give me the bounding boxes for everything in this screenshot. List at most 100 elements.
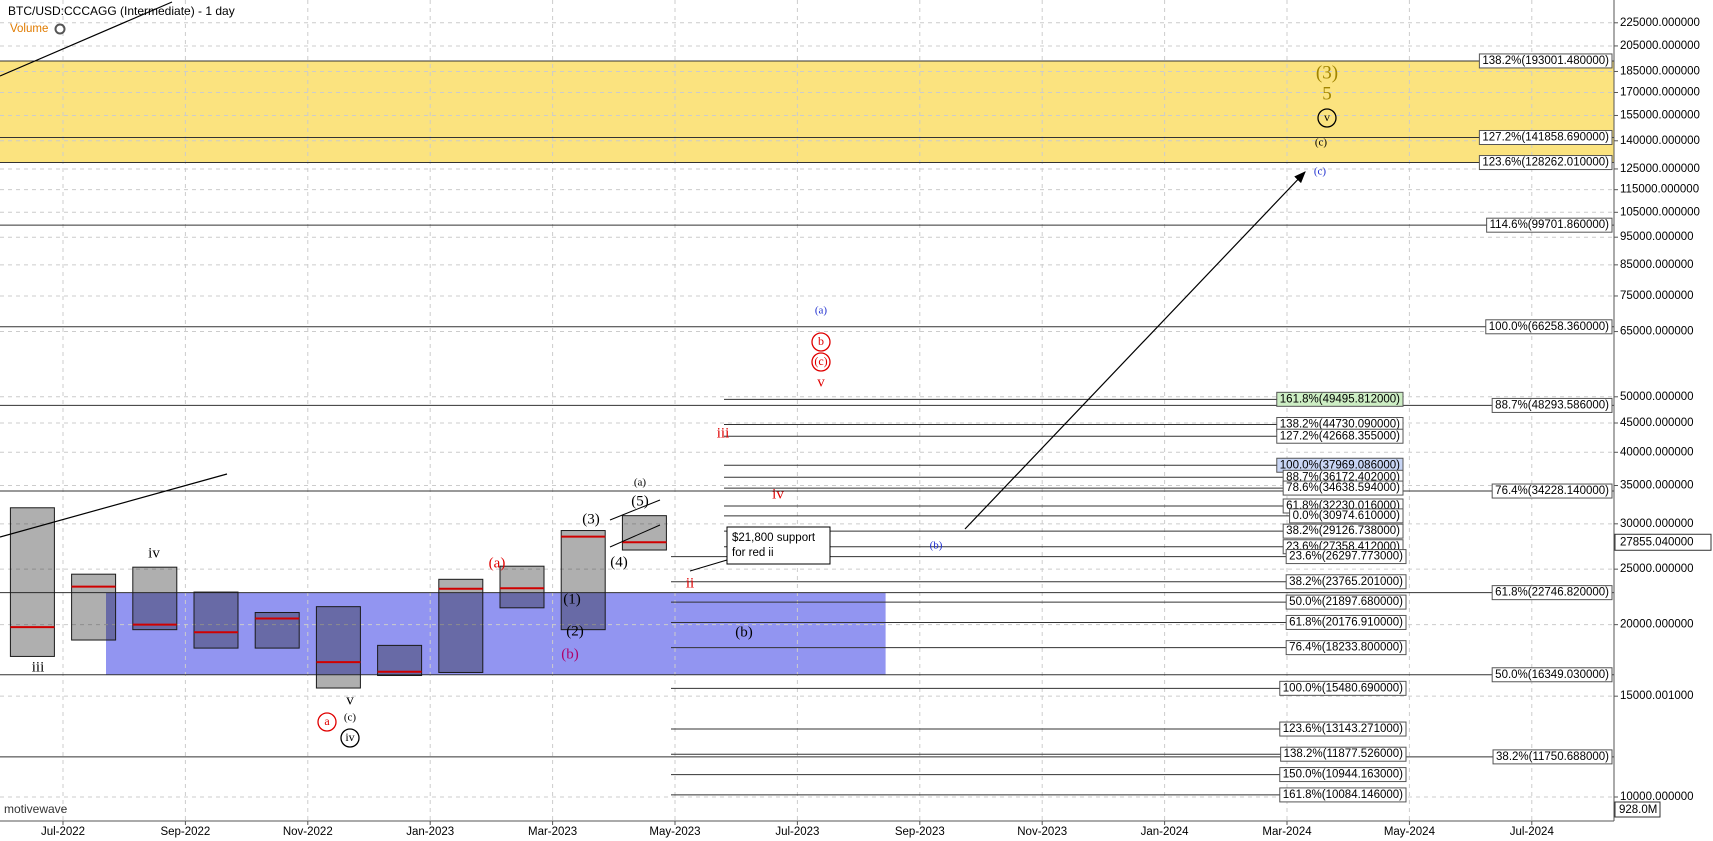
y-tick-label: 185000.000000 xyxy=(1620,65,1700,77)
wave-label: (b) xyxy=(561,646,579,662)
fib-label: 88.7%(36172.402000) xyxy=(1286,471,1400,483)
x-tick-label: Sep-2022 xyxy=(160,826,210,838)
x-tick-label: Jan-2023 xyxy=(406,826,454,838)
fib-label: 50.0%(21897.680000) xyxy=(1289,596,1403,608)
fib-label: 127.2%(141858.690000) xyxy=(1482,132,1609,144)
fib-label: 76.4%(18233.800000) xyxy=(1289,642,1403,654)
fib-label: 61.8%(20176.910000) xyxy=(1289,616,1403,628)
wave-label: (1) xyxy=(563,591,581,607)
axis-panel xyxy=(1614,0,1713,841)
y-tick-label: 225000.000000 xyxy=(1620,17,1700,29)
price-range xyxy=(499,565,545,609)
wave-label: v xyxy=(346,692,354,708)
y-tick-label: 35000.000000 xyxy=(1620,480,1694,492)
y-tick-label: 10000.000000 xyxy=(1620,791,1694,803)
fib-label: 123.6%(13143.271000) xyxy=(1283,723,1403,735)
x-tick-label: Nov-2022 xyxy=(283,826,333,838)
fib-label-box xyxy=(1279,680,1407,696)
y-tick-label: 155000.000000 xyxy=(1620,109,1700,121)
support-zone xyxy=(106,592,886,675)
fib-label-box xyxy=(1282,523,1404,539)
fib-label-box xyxy=(1491,483,1613,499)
fib-label-box xyxy=(1285,614,1407,630)
fib-label: 123.6%(128262.010000) xyxy=(1482,157,1609,169)
y-tick-label: 170000.000000 xyxy=(1620,87,1700,99)
x-tick-label: May-2023 xyxy=(649,826,700,838)
y-tick-label: 40000.000000 xyxy=(1620,446,1694,458)
projection-arrow xyxy=(964,171,1306,530)
wave-label: (c) xyxy=(1314,166,1327,178)
fib-label: 23.6%(26297.773000) xyxy=(1289,551,1403,563)
wave-circle xyxy=(811,352,831,372)
y-tick-label: 20000.000000 xyxy=(1620,619,1694,631)
fib-label-box xyxy=(1478,129,1613,145)
x-tick-label: Sep-2023 xyxy=(895,826,945,838)
wave-label: (2) xyxy=(566,623,584,639)
fib-label: 50.0%(16349.030000) xyxy=(1495,669,1609,681)
price-range xyxy=(193,591,239,649)
fib-label-box xyxy=(1486,217,1613,233)
fib-label: 100.0%(15480.690000) xyxy=(1283,682,1403,694)
chart-title: BTC/USD:CCCAGG (Intermediate) - 1 day xyxy=(8,4,235,18)
x-tick-label: Jul-2024 xyxy=(1510,826,1555,838)
trendline xyxy=(609,524,661,548)
wave-label: (3) xyxy=(1316,62,1338,83)
x-tick-label: Jan-2024 xyxy=(1141,826,1190,838)
fib-label: 38.2%(29126.738000) xyxy=(1286,525,1400,537)
x-tick-label: Mar-2024 xyxy=(1262,826,1312,838)
support-note: $21,800 support xyxy=(732,532,816,544)
fib-label: 38.2%(11750.688000) xyxy=(1496,751,1609,763)
price-range xyxy=(9,507,55,657)
wave-label: iii xyxy=(717,425,730,441)
fib-label-box xyxy=(1279,767,1407,783)
y-tick-label: 65000.000000 xyxy=(1620,326,1694,338)
y-tick-label: 15000.001000 xyxy=(1620,690,1694,702)
fib-label: 127.2%(42668.355000) xyxy=(1280,430,1400,442)
fib-label-box xyxy=(1276,428,1404,444)
y-tick-label: 50000.000000 xyxy=(1620,391,1694,403)
fib-label: 78.6%(34638.594000) xyxy=(1286,482,1400,494)
wave-label: (c) xyxy=(1315,137,1328,149)
fib-label: 88.7%(48293.586000) xyxy=(1495,399,1609,411)
wave-label: v xyxy=(817,374,825,390)
fib-label-box xyxy=(1492,749,1613,765)
support-note-box xyxy=(726,526,831,565)
wave-label: iv xyxy=(148,545,160,561)
last-price-label: 27855.040000 xyxy=(1620,536,1694,548)
price-range xyxy=(560,530,606,631)
fib-label-box xyxy=(1276,391,1404,407)
target-zone xyxy=(0,60,1614,163)
wave-label: 5 xyxy=(1322,83,1332,104)
wave-label: (b) xyxy=(930,540,943,552)
wave-label: (c) xyxy=(344,712,357,724)
fib-label-box xyxy=(1285,594,1407,610)
wave-label: iii xyxy=(32,659,45,675)
y-tick-label: 30000.000000 xyxy=(1620,518,1694,530)
volume-title: Volume xyxy=(10,23,48,35)
fib-label: 114.6%(99701.860000) xyxy=(1490,219,1610,231)
x-tick-label: Jul-2022 xyxy=(41,826,85,838)
y-tick-label: 75000.000000 xyxy=(1620,290,1694,302)
wave-label: (a) xyxy=(489,555,506,571)
fib-label-box xyxy=(1485,319,1613,335)
fib-label-box xyxy=(1279,787,1407,803)
wave-circle xyxy=(317,712,337,732)
price-range xyxy=(377,644,423,677)
x-tick-label: Jul-2023 xyxy=(775,826,819,838)
y-tick-label: 105000.000000 xyxy=(1620,206,1700,218)
price-range xyxy=(438,578,484,673)
wave-label: iv xyxy=(772,486,784,502)
fib-label: 138.2%(193001.480000) xyxy=(1482,55,1609,67)
fib-label-box xyxy=(1285,574,1407,590)
settings-icon[interactable] xyxy=(54,23,66,35)
y-tick-label: 25000.000000 xyxy=(1620,563,1694,575)
fib-label: 100.0%(66258.360000) xyxy=(1489,321,1609,333)
trendline xyxy=(0,473,228,538)
fib-label: 161.8%(10084.146000) xyxy=(1283,789,1403,801)
wave-circle xyxy=(340,728,360,748)
wave-label: (a) xyxy=(634,477,647,489)
wave-label: (5) xyxy=(631,493,649,509)
wave-label: (b) xyxy=(735,624,753,640)
wave-circle xyxy=(1317,108,1337,128)
